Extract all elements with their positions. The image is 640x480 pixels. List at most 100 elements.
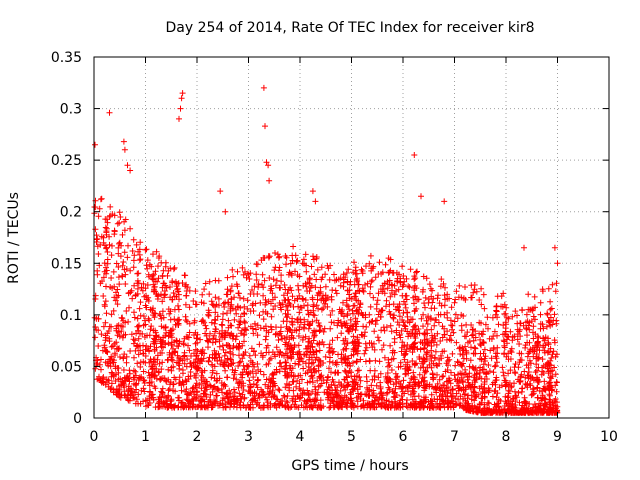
data-point <box>261 277 268 284</box>
data-point <box>263 327 270 334</box>
data-point <box>346 306 353 313</box>
data-point <box>391 335 398 342</box>
data-point <box>385 356 392 363</box>
data-point <box>148 263 155 270</box>
data-point <box>525 408 532 415</box>
data-point <box>549 387 556 394</box>
data-points <box>91 84 561 416</box>
data-point <box>537 325 544 332</box>
data-point <box>417 339 424 346</box>
data-point <box>374 297 381 304</box>
data-point <box>337 402 344 409</box>
x-tick-label: 4 <box>296 429 305 445</box>
data-point <box>281 282 288 288</box>
data-point <box>385 363 391 370</box>
data-point <box>424 349 431 355</box>
data-point <box>317 397 324 404</box>
data-point <box>547 368 554 375</box>
data-point <box>208 404 215 411</box>
data-point <box>468 294 474 301</box>
data-point <box>479 331 486 338</box>
data-point <box>331 394 338 401</box>
data-point <box>461 371 467 378</box>
data-point <box>351 302 358 309</box>
data-point <box>314 296 321 303</box>
data-point <box>103 283 109 290</box>
data-point <box>472 328 479 335</box>
data-point <box>95 343 102 349</box>
data-point <box>530 353 537 360</box>
data-point <box>449 326 455 333</box>
data-point <box>496 409 503 416</box>
data-point <box>156 360 163 367</box>
notable-data-point <box>179 90 186 97</box>
data-point <box>411 300 417 307</box>
data-point <box>255 281 262 287</box>
data-point <box>362 329 368 336</box>
data-point <box>373 404 380 411</box>
data-point <box>326 276 333 283</box>
data-point <box>400 281 407 288</box>
data-point <box>175 355 182 361</box>
data-point <box>486 400 492 407</box>
data-point <box>460 295 467 302</box>
data-point <box>423 317 430 324</box>
data-point <box>151 340 158 347</box>
data-point <box>284 328 291 335</box>
data-point <box>436 393 443 400</box>
data-point <box>455 294 462 301</box>
data-point <box>212 317 219 324</box>
data-point <box>242 325 249 331</box>
data-point <box>428 364 435 371</box>
data-point <box>175 394 181 401</box>
data-point <box>221 329 228 336</box>
data-point <box>517 320 524 327</box>
data-point <box>453 339 460 346</box>
data-point <box>228 330 235 337</box>
data-point <box>106 233 113 240</box>
data-point <box>406 284 413 291</box>
data-point <box>486 368 493 375</box>
data-point <box>462 343 469 350</box>
data-point <box>405 382 412 389</box>
data-point <box>138 284 145 291</box>
data-point <box>135 351 142 358</box>
data-point <box>396 301 403 308</box>
data-point <box>383 297 390 304</box>
data-point <box>400 309 407 316</box>
data-point <box>507 367 514 374</box>
data-point <box>521 368 528 375</box>
data-point <box>444 309 451 316</box>
data-point <box>240 332 247 339</box>
data-point <box>457 370 464 377</box>
data-point <box>159 375 166 381</box>
data-point <box>470 408 477 415</box>
data-point <box>193 356 200 363</box>
data-point <box>106 241 113 248</box>
data-point <box>281 394 288 400</box>
data-point <box>125 383 132 390</box>
data-point <box>451 299 458 306</box>
data-point <box>167 402 174 409</box>
data-point <box>361 350 368 357</box>
data-point <box>120 355 127 362</box>
data-point <box>290 378 297 385</box>
data-point <box>176 296 182 303</box>
data-point <box>390 314 397 321</box>
data-point <box>287 327 294 333</box>
data-point <box>233 310 240 317</box>
data-point <box>530 335 537 342</box>
data-point <box>134 285 141 292</box>
data-point <box>379 288 386 295</box>
data-point <box>159 273 166 280</box>
data-point <box>471 344 478 351</box>
data-point <box>290 243 297 250</box>
data-point <box>268 313 275 320</box>
data-point <box>491 363 498 370</box>
data-point <box>337 282 344 289</box>
data-point <box>117 394 124 401</box>
data-point <box>113 289 119 296</box>
data-point <box>306 288 313 295</box>
data-point <box>183 292 190 299</box>
data-point <box>278 272 285 279</box>
